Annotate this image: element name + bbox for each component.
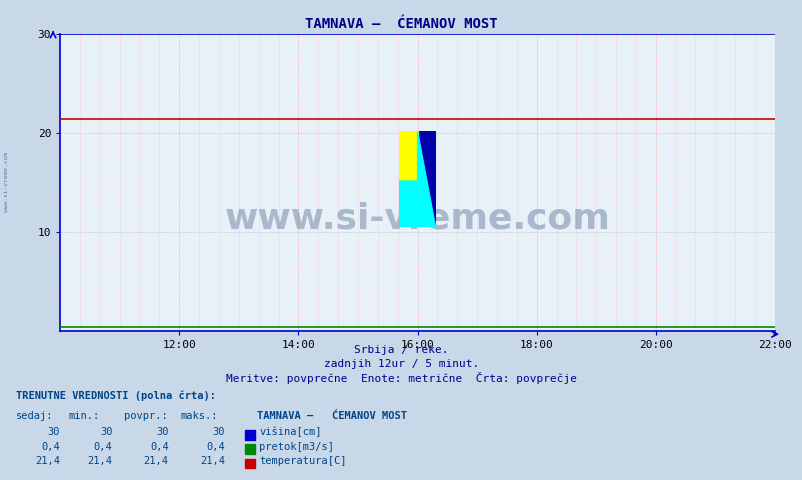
- Text: 30: 30: [47, 427, 60, 437]
- Polygon shape: [399, 180, 417, 228]
- Text: pretok[m3/s]: pretok[m3/s]: [259, 442, 334, 452]
- Text: Meritve: povprečne  Enote: metrične  Črta: povprečje: Meritve: povprečne Enote: metrične Črta:…: [225, 372, 577, 384]
- Text: sedaj:: sedaj:: [16, 410, 54, 420]
- Text: 30: 30: [212, 427, 225, 437]
- Text: temperatura[C]: temperatura[C]: [259, 456, 346, 466]
- Text: zadnjih 12ur / 5 minut.: zadnjih 12ur / 5 minut.: [323, 359, 479, 369]
- Text: TAMNAVA –   ĆEMANOV MOST: TAMNAVA – ĆEMANOV MOST: [257, 410, 407, 420]
- Text: min.:: min.:: [68, 410, 99, 420]
- Text: 0,4: 0,4: [150, 442, 168, 452]
- Text: 0,4: 0,4: [94, 442, 112, 452]
- Text: 0,4: 0,4: [206, 442, 225, 452]
- Text: 21,4: 21,4: [144, 456, 168, 466]
- Text: maks.:: maks.:: [180, 410, 218, 420]
- Text: povpr.:: povpr.:: [124, 410, 168, 420]
- Text: 21,4: 21,4: [87, 456, 112, 466]
- Text: 21,4: 21,4: [200, 456, 225, 466]
- Text: 21,4: 21,4: [35, 456, 60, 466]
- Text: 0,4: 0,4: [42, 442, 60, 452]
- Text: www.si-vreme.com: www.si-vreme.com: [4, 153, 9, 212]
- Text: 30: 30: [156, 427, 168, 437]
- Polygon shape: [417, 132, 435, 228]
- Text: TAMNAVA –  ĆEMANOV MOST: TAMNAVA – ĆEMANOV MOST: [305, 17, 497, 31]
- Text: višina[cm]: višina[cm]: [259, 427, 322, 437]
- Text: TRENUTNE VREDNOSTI (polna črta):: TRENUTNE VREDNOSTI (polna črta):: [16, 391, 216, 401]
- Polygon shape: [417, 132, 435, 228]
- Text: Srbija / reke.: Srbija / reke.: [354, 345, 448, 355]
- Text: 30: 30: [99, 427, 112, 437]
- Polygon shape: [399, 132, 417, 180]
- Text: www.si-vreme.com: www.si-vreme.com: [225, 201, 610, 235]
